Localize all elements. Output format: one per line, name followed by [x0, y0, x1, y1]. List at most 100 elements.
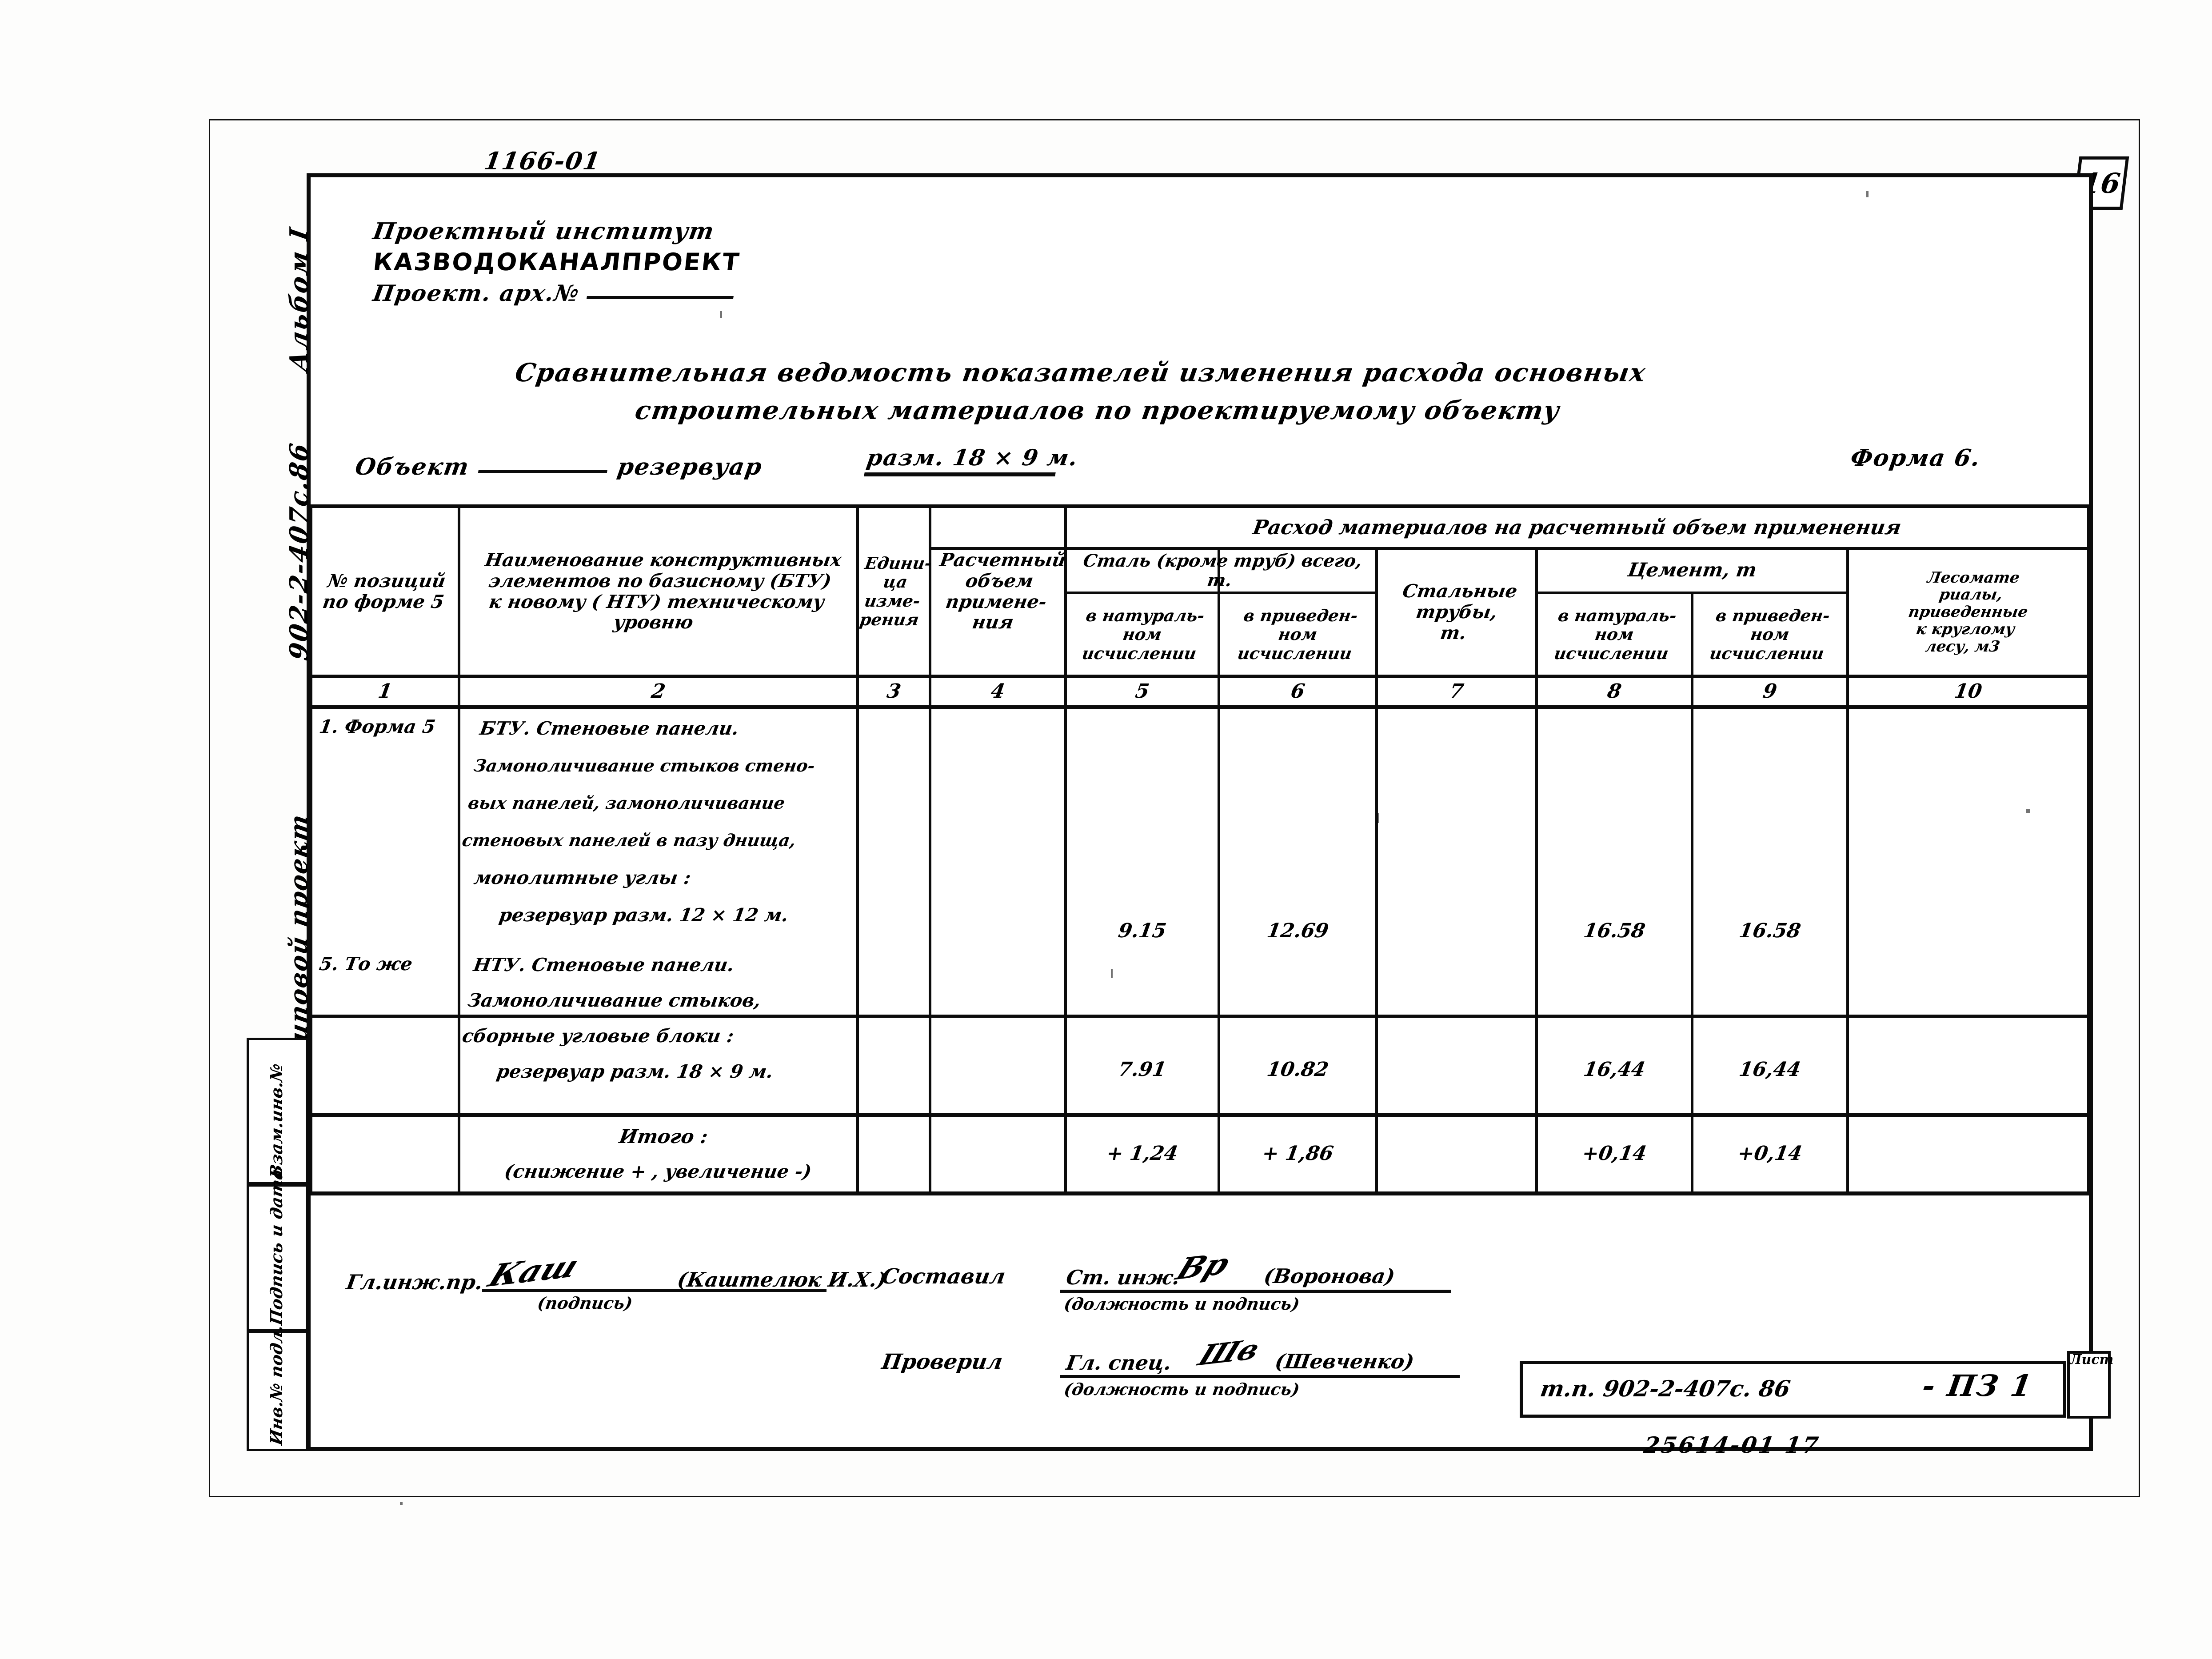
- row-1-position: 1. Форма 5: [318, 716, 437, 737]
- total-col-5: + 1,24: [1105, 1142, 1180, 1165]
- header-col-10: Лесомате риалы, приведенные к круглому л…: [1907, 568, 2029, 656]
- row-2-col-7: [1376, 1056, 1537, 1083]
- row-2-col-9: 16,44: [1737, 1058, 1803, 1081]
- total-label-line-1: Итого :: [617, 1126, 710, 1148]
- row-2-position: 5. То же: [318, 953, 414, 975]
- title-line-2: строительных материалов по проектируемом…: [633, 396, 1562, 425]
- row-1-description: БТУ. Стеновые панели. Замоноличивание ст…: [447, 710, 874, 934]
- total-col-6: + 1,86: [1260, 1142, 1335, 1165]
- project-arch-line: Проект. арх.№: [371, 280, 736, 306]
- total-rule-0: [309, 1117, 312, 1195]
- title-stamp-box: т.п. 902-2-407с. 86 - ПЗ 1: [1520, 1361, 2066, 1418]
- row-1-col-10: [1847, 918, 2089, 944]
- album-label: Альбом I: [284, 224, 314, 374]
- col-rule-2: [856, 504, 859, 1117]
- row-1-desc-line-1: БТУ. Стеновые панели.: [478, 718, 741, 739]
- colnum-9: 9: [1761, 680, 1779, 703]
- chief-engineer-label: Гл.инж.пр.: [344, 1270, 485, 1294]
- scan-speckle: [1111, 969, 1113, 978]
- chief-engineer-signature: Каш: [483, 1247, 585, 1294]
- object-size-text: разм. 18 × 9 м.: [865, 444, 1080, 471]
- colnum-5: 5: [1134, 680, 1151, 703]
- total-col-8: +0,14: [1581, 1142, 1649, 1165]
- sheet-mark: - ПЗ 1: [1920, 1368, 2036, 1403]
- total-rule-2: [856, 1117, 859, 1195]
- row-2-col-5: 7.91: [1116, 1058, 1168, 1081]
- group-header-rule: [929, 547, 2091, 550]
- project-arch-label: Проект. арх.№: [371, 280, 582, 306]
- institute-line-1: Проектный институт: [371, 218, 717, 245]
- header-group-span: Расход материалов на расчетный объем при…: [1251, 516, 1903, 540]
- row-2-col-8: 16,44: [1582, 1058, 1647, 1081]
- row-1-desc-line-3: вых панелей, замоноличивание: [467, 793, 787, 813]
- strip-vzam: [247, 1038, 308, 1184]
- chief-engineer-caption: (подпись): [536, 1293, 634, 1313]
- strip-vzam-label: Взам.инв.№: [267, 1062, 286, 1180]
- scan-speckle: [1866, 191, 1869, 197]
- compiled-caption: (должность и подпись): [1062, 1294, 1301, 1314]
- checked-position: Гл. спец.: [1064, 1351, 1174, 1375]
- colnum-7: 7: [1448, 680, 1465, 703]
- total-bottom-rule: [309, 1191, 2091, 1195]
- project-arch-rule: [586, 296, 734, 299]
- row-1-col-7: [1376, 918, 1537, 944]
- chief-engineer-name: (Каштелюк И.Х.): [675, 1268, 888, 1291]
- header-col-5: в натураль- ном исчислении: [1080, 606, 1206, 663]
- col-rule-5: [1218, 547, 1220, 1117]
- row-1-col-5: 9.15: [1116, 919, 1168, 942]
- row-2-desc-line-4: резервуар разм. 18 × 9 м.: [495, 1061, 775, 1082]
- strip-podpis-label: Подпись и дата: [267, 1167, 286, 1327]
- header-col-9: в приведен- ном исчислении: [1708, 606, 1832, 663]
- materials-table: № позиций по форме 5 Наименование констр…: [309, 504, 2091, 1180]
- total-label-line-2: (снижение + , увеличение -): [503, 1161, 813, 1182]
- col-rule-7: [1535, 547, 1538, 1117]
- total-row: Итого : (снижение + , увеличение -) + 1,…: [309, 1117, 2091, 1195]
- checked-signature: Шв: [1194, 1332, 1265, 1373]
- strip-inv: [247, 1331, 308, 1451]
- row-2-col-10: [1847, 1056, 2089, 1083]
- total-rule-7: [1535, 1117, 1538, 1195]
- header-group-cement: Цемент, т: [1626, 559, 1758, 582]
- total-col-9: +0,14: [1736, 1142, 1804, 1165]
- col-rule-10: [2087, 504, 2091, 1117]
- total-rule-3: [929, 1117, 931, 1195]
- object-size-rule: [864, 472, 1056, 476]
- colnum-1: 1: [376, 680, 394, 703]
- total-col-10: [1847, 1139, 2089, 1168]
- checked-label: Проверил: [880, 1350, 1005, 1374]
- table-row1-bottom-rule: [309, 1015, 2091, 1018]
- drawing-border: [307, 173, 2093, 1451]
- col-rule-4: [1064, 504, 1067, 1117]
- compiled-label: Составил: [880, 1264, 1007, 1289]
- signature-block: Гл.инж.пр. Каш (Каштелюк И.Х.) (подпись)…: [309, 1195, 2091, 1450]
- checked-rule: [1060, 1375, 1460, 1378]
- object-line: Объект резервуар: [353, 453, 764, 480]
- row-2-desc-line-1: НТУ. Стеновые панели.: [472, 954, 736, 975]
- checked-name: (Шевченко): [1273, 1350, 1416, 1373]
- scan-speckle: [1378, 813, 1379, 823]
- chief-engineer-rule: [482, 1289, 827, 1292]
- project-code-stamp: т.п. 902-2-407с. 86: [1538, 1375, 1793, 1402]
- cut-frame: [209, 119, 2140, 1497]
- total-rule-8: [1691, 1117, 1693, 1195]
- object-label: Объект: [353, 453, 471, 480]
- title-line-1: Сравнительная ведомость показателей изме…: [513, 358, 1649, 388]
- header-col-6: в приведен- ном исчислении: [1236, 606, 1359, 663]
- table-bottom-rule: [309, 1113, 2091, 1117]
- sheet-number-box: [2067, 1351, 2111, 1419]
- total-label: Итого : (снижение + , увеличение -): [460, 1119, 862, 1189]
- header-col-8: в натураль- ном исчислении: [1553, 606, 1678, 663]
- compiled-position: Ст. инж.: [1064, 1266, 1182, 1289]
- table-header-bottom-rule: [309, 675, 2091, 678]
- total-rule-6: [1375, 1117, 1378, 1195]
- col-rule-9: [1846, 547, 1849, 1117]
- object-size: разм. 18 × 9 м.: [864, 444, 1080, 476]
- col-rule-0: [309, 504, 312, 1117]
- compiled-name: (Воронова): [1262, 1264, 1397, 1288]
- compiled-rule: [1060, 1290, 1451, 1293]
- row-1-desc-line-5: монолитные углы :: [472, 867, 693, 888]
- strip-inv-label: Инв.№ подл.: [267, 1323, 286, 1447]
- total-rule-5: [1218, 1117, 1220, 1195]
- bottom-code: 25614-01 17: [1642, 1432, 1822, 1458]
